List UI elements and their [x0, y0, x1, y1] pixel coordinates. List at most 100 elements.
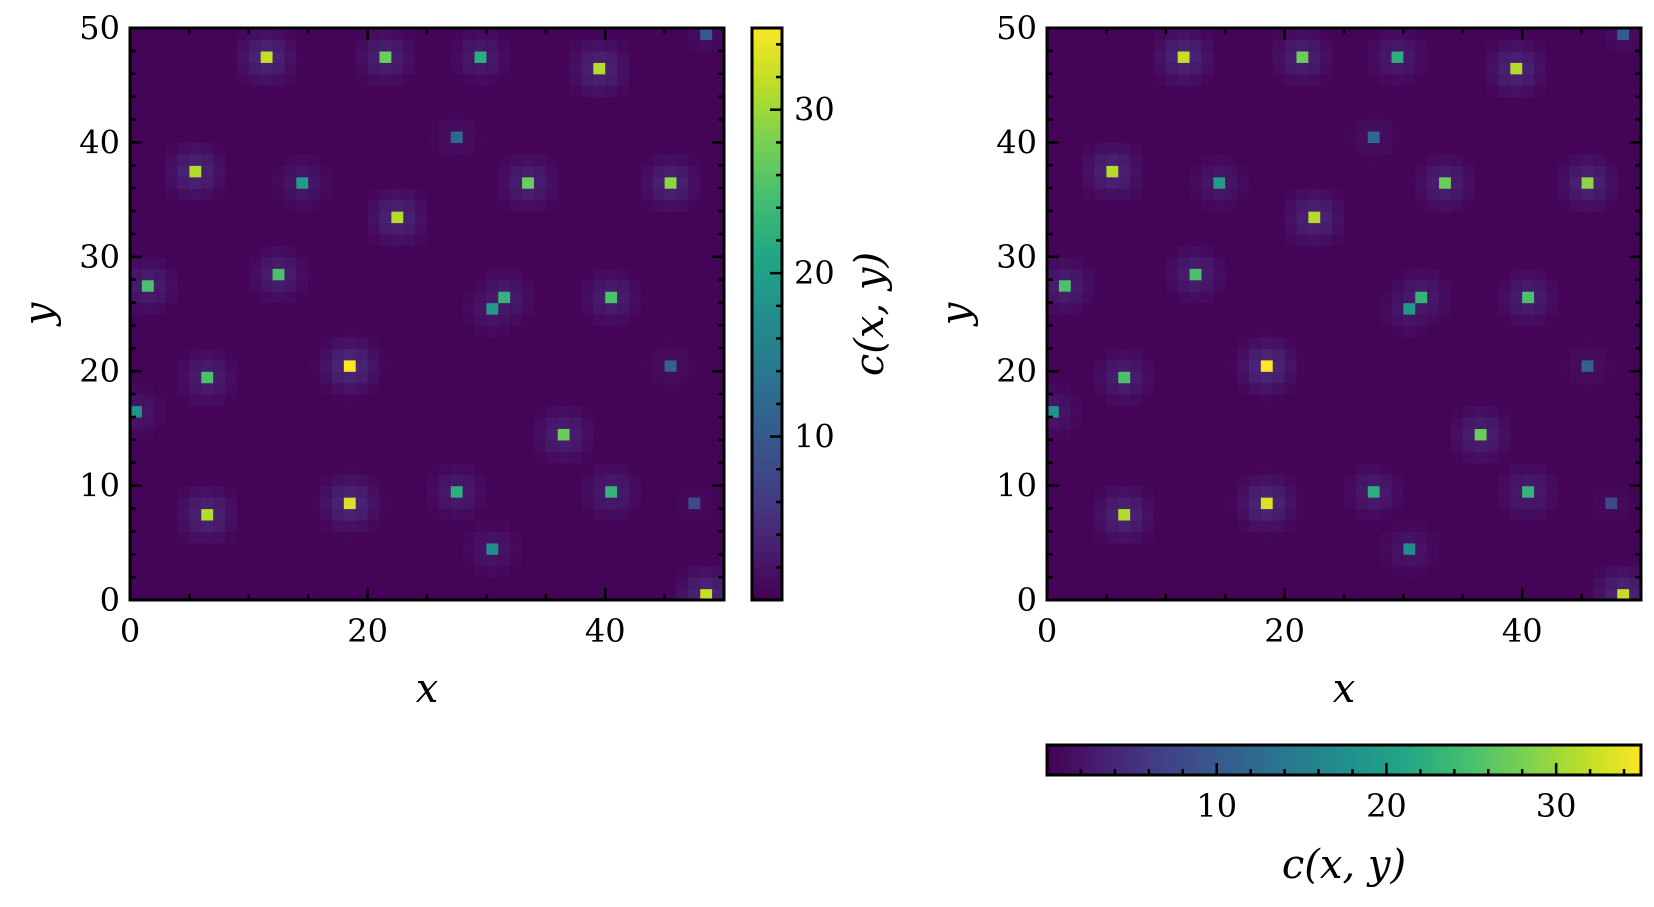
- heatmap-cell: [1248, 359, 1262, 372]
- heatmap-cell: [189, 28, 202, 41]
- heatmap-cell: [296, 416, 309, 429]
- heatmap-cell: [355, 531, 369, 544]
- heatmap-cell: [1498, 211, 1511, 224]
- heatmap-cell: [688, 245, 701, 258]
- heatmap-cell: [1106, 108, 1119, 121]
- heatmap-cell: [1379, 142, 1393, 155]
- heatmap-cell: [581, 519, 594, 532]
- heatmap-cell: [1058, 451, 1072, 464]
- heatmap-cell: [320, 85, 333, 98]
- heatmap-cell: [569, 188, 583, 201]
- heatmap-cell: [557, 153, 571, 166]
- heatmap-cell: [1106, 245, 1119, 258]
- heatmap-cell: [320, 325, 333, 338]
- heatmap-cell: [165, 565, 179, 578]
- heatmap-cell: [391, 474, 404, 487]
- heatmap-cell: [1617, 416, 1630, 429]
- heatmap-cell: [569, 359, 583, 372]
- heatmap-cell: [130, 199, 143, 212]
- heatmap-cell: [308, 188, 321, 201]
- heatmap-cell: [1569, 565, 1583, 578]
- heatmap-cell: [617, 359, 630, 372]
- heatmap-cell: [1557, 108, 1571, 121]
- heatmap-cell: [225, 394, 238, 407]
- heatmap-cell: [1605, 119, 1618, 132]
- heatmap-cell: [296, 577, 309, 590]
- heatmap-cell: [676, 416, 689, 429]
- heatmap-cell: [522, 554, 535, 567]
- heatmap-cell: [1260, 439, 1274, 452]
- heatmap-cell: [1391, 382, 1404, 395]
- heatmap-cell: [225, 531, 238, 544]
- heatmap-cell: [1106, 256, 1119, 269]
- heatmap-cell: [331, 291, 345, 304]
- heatmap-cell: [201, 554, 214, 567]
- heatmap-cell: [1284, 394, 1298, 407]
- heatmap-cell: [213, 394, 226, 407]
- heatmap-cell: [201, 382, 214, 395]
- heatmap-cell: [1605, 142, 1618, 155]
- heatmap-cell: [427, 382, 440, 395]
- heatmap-cell: [331, 405, 345, 418]
- heatmap-cell: [1569, 211, 1583, 224]
- heatmap-cell: [1047, 474, 1060, 487]
- heatmap-cell: [213, 268, 226, 281]
- heatmap-cell: [153, 314, 167, 327]
- heatmap-cell: [391, 359, 404, 372]
- heatmap-cell: [581, 314, 594, 327]
- heatmap-cell: [1367, 165, 1381, 178]
- heatmap-cell: [415, 565, 428, 578]
- heatmap-cell: [320, 577, 333, 590]
- heatmap-cell: [652, 256, 666, 269]
- colorbar-gradient-segment: [752, 137, 782, 143]
- heatmap-cell: [1284, 508, 1298, 521]
- heatmap-cell: [688, 497, 701, 510]
- heatmap-cell: [1355, 359, 1369, 372]
- heatmap-cell: [1450, 554, 1464, 567]
- heatmap-cell: [522, 73, 535, 86]
- heatmap-cell: [153, 451, 167, 464]
- heatmap-cell: [1522, 497, 1535, 510]
- heatmap-cell: [272, 588, 286, 601]
- heatmap-cell: [533, 96, 547, 109]
- heatmap-cell: [260, 588, 274, 601]
- heatmap-cell: [486, 291, 499, 304]
- heatmap-cell: [450, 474, 464, 487]
- heatmap-cell: [177, 153, 190, 166]
- heatmap-cell: [331, 554, 345, 567]
- heatmap-cell: [248, 451, 262, 464]
- heatmap-cell: [1510, 577, 1523, 590]
- heatmap-cell: [391, 176, 404, 189]
- heatmap-cell: [1486, 531, 1500, 544]
- heatmap-cell: [415, 325, 428, 338]
- heatmap-cell: [1557, 130, 1571, 143]
- heatmap-cell: [331, 542, 345, 555]
- heatmap-cell: [1058, 371, 1072, 384]
- heatmap-cell: [296, 119, 309, 132]
- heatmap-cell: [1189, 531, 1203, 544]
- heatmap-cell: [640, 416, 654, 429]
- heatmap-cell: [1237, 359, 1250, 372]
- heatmap-cell: [177, 73, 190, 86]
- heatmap-cell: [1248, 497, 1262, 510]
- heatmap-cell: [141, 577, 155, 590]
- heatmap-cell: [1284, 371, 1298, 384]
- heatmap-cell: [640, 519, 654, 532]
- heatmap-cell: [1367, 542, 1381, 555]
- heatmap-cell: [1332, 348, 1345, 361]
- heatmap-cell: [1189, 416, 1203, 429]
- heatmap-cell: [1403, 176, 1416, 189]
- heatmap-cell: [367, 416, 381, 429]
- heatmap-cell: [1593, 497, 1606, 510]
- heatmap-cell: [130, 325, 143, 338]
- heatmap-cell: [533, 451, 547, 464]
- heatmap-cell: [272, 519, 286, 532]
- heatmap-cell: [1189, 188, 1203, 201]
- heatmap-cell: [1344, 485, 1357, 498]
- heatmap-cell: [474, 222, 487, 235]
- heatmap-cell: [1153, 439, 1167, 452]
- heatmap-cell: [1486, 462, 1500, 475]
- heatmap-cell: [640, 62, 654, 75]
- heatmap-cell: [581, 176, 594, 189]
- heatmap-cell: [1486, 416, 1500, 429]
